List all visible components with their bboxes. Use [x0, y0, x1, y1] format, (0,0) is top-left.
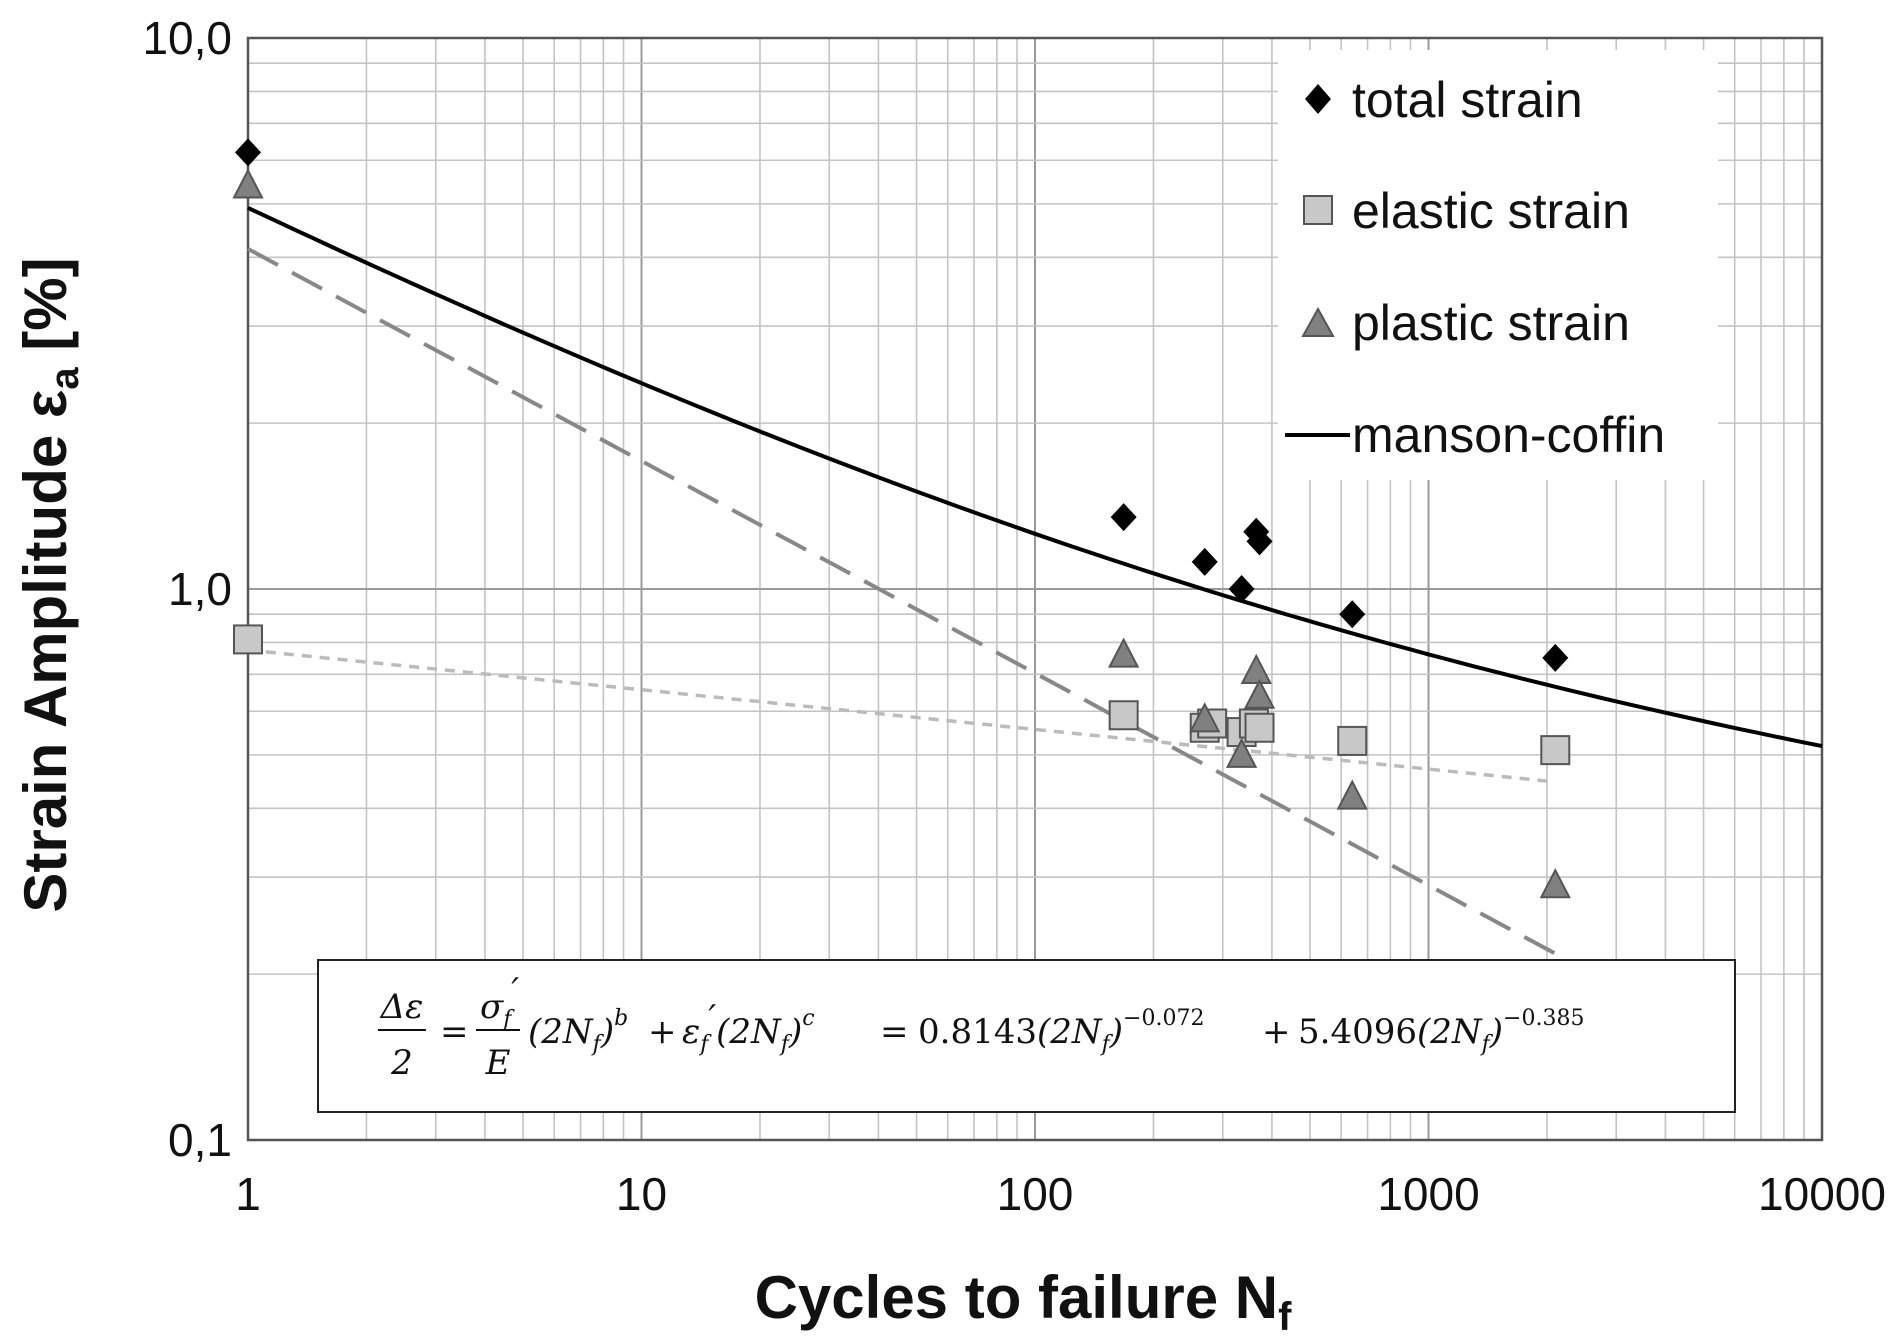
plastic-strain-point	[1225, 737, 1258, 768]
legend-background	[1278, 50, 1718, 480]
eq-plus-1: +	[648, 1012, 677, 1052]
elastic-strain-point	[1244, 712, 1275, 743]
total-strain-point	[1542, 643, 1569, 672]
legend: total strain elastic strain plastic stra…	[1278, 50, 1718, 480]
y-tick-label: 0,1	[168, 1114, 232, 1166]
tick-labels: 1 10 100 1000 10000 0,1 1,0 10,0	[142, 12, 1885, 1220]
x-tick-label: 100	[997, 1168, 1074, 1220]
legend-marker-total-strain	[1305, 84, 1331, 114]
y-tick-label: 10,0	[142, 12, 232, 64]
legend-marker-elastic-strain	[1303, 195, 1333, 225]
plot-border	[246, 36, 1824, 1142]
legend-marker-plastic-strain	[1301, 306, 1335, 337]
eq-term-1: (2Nf)b	[528, 1006, 628, 1057]
plastic-strain-point	[1108, 637, 1140, 668]
eq-equals-2: =	[880, 1012, 909, 1052]
x-tick-label: 1000	[1377, 1168, 1479, 1220]
legend-label-elastic-strain: elastic strain	[1352, 183, 1630, 239]
elastic-strain-point	[1337, 725, 1368, 756]
plastic-strain-point	[1336, 779, 1368, 810]
eq-two: 2	[390, 1043, 413, 1083]
y-axis-title: Strain Amplitude εa [%]	[12, 257, 87, 912]
legend-label-plastic-strain: plastic strain	[1352, 295, 1630, 351]
plastic-strain-point	[1240, 653, 1272, 684]
legend-label-total-strain: total strain	[1352, 72, 1583, 128]
fit-lines	[247, 206, 1823, 956]
eq-term-4: 5.4096(2Nf)−0.385	[1298, 1006, 1584, 1057]
plastic-strain-point	[1189, 702, 1221, 733]
equation-frame	[317, 959, 1736, 1113]
total-strain-point	[1339, 600, 1366, 629]
total-strain-point	[1191, 547, 1218, 576]
total-strain-point	[1228, 575, 1255, 603]
elastic-strain-point	[233, 624, 263, 655]
eq-term-3: 0.8143(2Nf)−0.072	[918, 1006, 1204, 1057]
elastic-fit-line	[247, 648, 1556, 784]
x-tick-label: 1	[235, 1168, 261, 1220]
eq-equals-1: =	[440, 1012, 469, 1052]
eq-plus-2: +	[1262, 1012, 1291, 1052]
eq-delta-eps: Δε	[379, 987, 424, 1027]
manson-coffin-curve	[247, 206, 1823, 749]
elastic-strain-point	[1540, 735, 1571, 766]
plastic-strain-point	[1539, 868, 1571, 899]
eq-E: E	[485, 1043, 511, 1083]
x-tick-label: 10	[616, 1168, 667, 1220]
legend-label-manson-coffin: manson-coffin	[1352, 407, 1665, 463]
x-axis-title: Cycles to failure Nf	[755, 1264, 1293, 1339]
plot-frame	[246, 36, 1824, 1142]
eq-sigma: σf′	[480, 971, 519, 1032]
total-strain-point	[235, 138, 261, 167]
x-tick-label: 10000	[1758, 1168, 1886, 1220]
data-points	[232, 138, 1571, 899]
equation-box: Δε 2 = σf′ E (2Nf)b + εf′(2Nf)c = 0.8143…	[317, 959, 1736, 1113]
total-strain-point	[1246, 527, 1273, 556]
plastic-strain-point	[1243, 678, 1276, 709]
total-strain-point	[1110, 503, 1137, 532]
y-tick-label: 1,0	[168, 563, 232, 615]
plastic-strain-point	[232, 168, 264, 199]
elastic-strain-point	[1108, 700, 1139, 731]
